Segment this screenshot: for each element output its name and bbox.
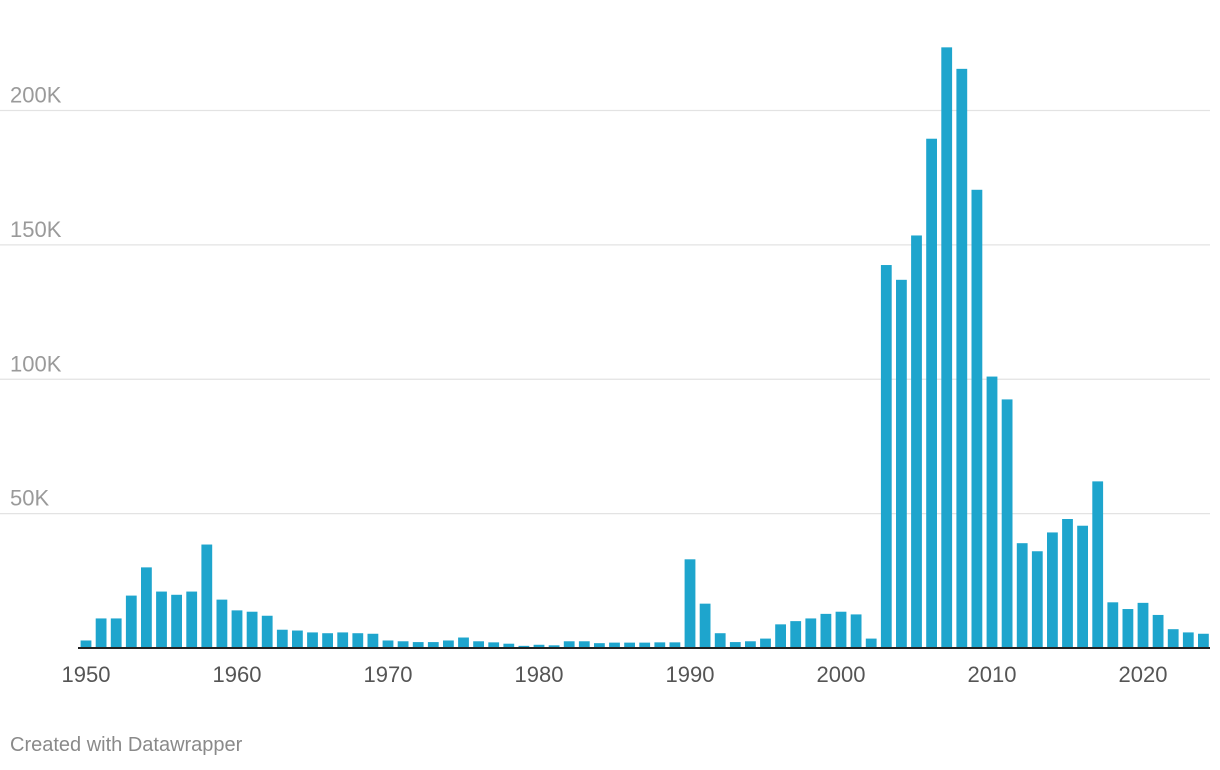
bar-1976 — [473, 641, 484, 648]
bar-1972 — [412, 642, 424, 648]
x-tick-label: 2000 — [817, 662, 866, 687]
bar-2003 — [880, 265, 892, 648]
bar-2001 — [850, 614, 862, 648]
x-tick-label: 1960 — [213, 662, 262, 687]
bar-2013 — [1031, 551, 1043, 648]
bar-1969 — [367, 633, 379, 648]
bar-1984 — [594, 643, 605, 648]
bar-1975 — [458, 637, 469, 648]
bar-1964 — [292, 630, 303, 648]
bar-2000 — [835, 611, 847, 648]
x-tick-label: 1970 — [364, 662, 413, 687]
bar-1985 — [609, 642, 620, 648]
bar-1993 — [729, 642, 741, 648]
x-tick-label: 1950 — [62, 662, 111, 687]
bar-1957 — [186, 591, 198, 648]
bar-2011 — [1001, 399, 1013, 648]
bar-1974 — [443, 640, 454, 648]
bar-2017 — [1092, 481, 1104, 648]
bar-1966 — [322, 633, 333, 648]
y-tick-label: 150K — [10, 217, 62, 242]
bar-2019 — [1122, 609, 1134, 648]
bar-2023 — [1182, 632, 1194, 648]
bar-2014 — [1047, 532, 1058, 648]
bar-2016 — [1077, 525, 1088, 648]
x-tick-label: 1980 — [515, 662, 564, 687]
bar-1953 — [125, 595, 137, 648]
bar-1961 — [246, 611, 258, 648]
bar-1991 — [699, 603, 711, 648]
bar-1968 — [352, 633, 364, 648]
x-tick-label: 1990 — [666, 662, 715, 687]
y-tick-label: 50K — [10, 486, 49, 511]
bar-1986 — [624, 642, 635, 648]
bar-1951 — [95, 618, 107, 648]
x-tick-label: 2020 — [1119, 662, 1168, 687]
bar-1960 — [231, 610, 243, 648]
bar-2022 — [1167, 629, 1179, 648]
bar-1994 — [745, 641, 756, 648]
bar-1998 — [805, 618, 817, 648]
bar-1996 — [775, 624, 786, 648]
bar-2007 — [941, 47, 953, 648]
x-tick-label: 2010 — [968, 662, 1017, 687]
bar-1965 — [307, 632, 318, 648]
bar-2018 — [1107, 602, 1119, 648]
bar-1980 — [533, 644, 545, 648]
bar-2002 — [865, 638, 877, 648]
bar-1967 — [337, 632, 349, 648]
bar-1962 — [261, 615, 273, 648]
bar-1977 — [488, 642, 500, 648]
bar-1952 — [110, 618, 122, 648]
bar-1958 — [201, 544, 213, 648]
gridlines — [0, 109, 1210, 515]
bar-1988 — [654, 642, 666, 648]
x-axis-labels: 1950 1960 1970 1980 1990 2000 2010 2020 — [62, 662, 1168, 687]
bar-2015 — [1062, 519, 1073, 648]
bars — [80, 47, 1209, 648]
y-axis-labels: 50K 100K 150K 200K — [10, 83, 62, 511]
bar-2012 — [1016, 543, 1028, 648]
credit-text: Created with Datawrapper — [10, 734, 243, 756]
bar-1970 — [382, 640, 394, 648]
bar-1981 — [548, 645, 560, 648]
bar-1971 — [397, 641, 409, 648]
bar-1990 — [684, 559, 696, 648]
bar-2021 — [1152, 614, 1164, 648]
bar-1973 — [427, 642, 439, 648]
bar-1995 — [760, 638, 771, 648]
bar-1950 — [80, 640, 92, 648]
bar-2008 — [956, 68, 968, 648]
bar-1979 — [518, 645, 530, 648]
bar-2020 — [1137, 602, 1149, 648]
bar-1956 — [171, 594, 182, 648]
bar-1983 — [578, 641, 590, 648]
bar-1963 — [276, 629, 288, 648]
bar-1959 — [216, 599, 228, 648]
bar-2024 — [1198, 633, 1209, 648]
bar-2010 — [986, 376, 998, 648]
bar-2009 — [971, 189, 983, 648]
bar-1978 — [503, 643, 515, 648]
bar-2006 — [926, 138, 937, 648]
bar-1954 — [141, 567, 152, 648]
bar-1992 — [714, 633, 726, 648]
y-tick-label: 100K — [10, 351, 62, 376]
bar-1997 — [790, 621, 802, 648]
bar-1987 — [639, 642, 651, 648]
bar-1999 — [820, 613, 832, 648]
y-tick-label: 200K — [10, 83, 62, 108]
bar-chart: 50K 100K 150K 200K 1950 1960 1970 1980 1990 2000… — [0, 47, 1210, 687]
bar-2004 — [896, 279, 907, 648]
bar-1989 — [669, 642, 681, 648]
bar-2005 — [911, 235, 922, 648]
bar-1982 — [563, 641, 575, 648]
bar-1955 — [156, 591, 167, 648]
